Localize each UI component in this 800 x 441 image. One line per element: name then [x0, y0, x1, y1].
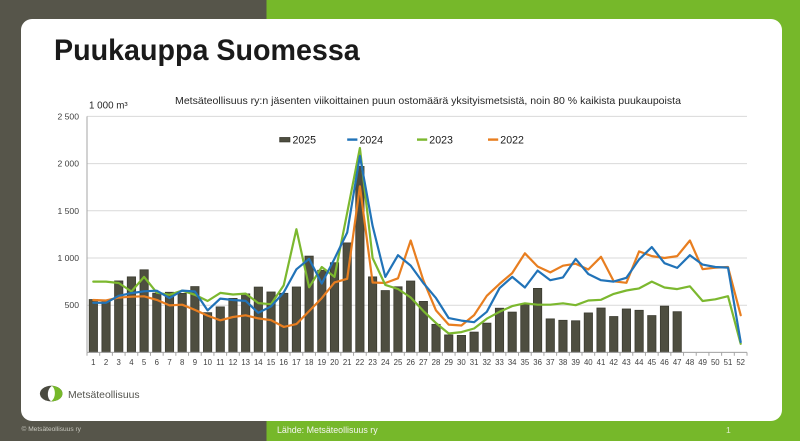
svg-text:33: 33: [495, 358, 504, 367]
svg-text:28: 28: [432, 358, 441, 367]
svg-text:45: 45: [647, 358, 656, 367]
svg-text:10: 10: [203, 358, 212, 367]
svg-text:29: 29: [444, 358, 453, 367]
svg-text:16: 16: [279, 358, 288, 367]
svg-text:2 500: 2 500: [57, 111, 79, 121]
svg-text:3: 3: [117, 358, 121, 367]
svg-text:49: 49: [698, 358, 707, 367]
svg-text:500: 500: [65, 300, 80, 310]
svg-text:21: 21: [343, 358, 352, 367]
svg-text:7: 7: [167, 358, 171, 367]
svg-text:2025: 2025: [293, 134, 317, 146]
svg-text:39: 39: [571, 358, 580, 367]
svg-text:40: 40: [584, 358, 593, 367]
svg-text:52: 52: [736, 358, 745, 367]
svg-text:23: 23: [368, 358, 377, 367]
svg-text:6: 6: [155, 358, 159, 367]
svg-text:2023: 2023: [429, 134, 453, 146]
svg-text:24: 24: [381, 358, 390, 367]
svg-text:2: 2: [104, 358, 108, 367]
svg-text:47: 47: [673, 358, 682, 367]
svg-text:32: 32: [482, 358, 491, 367]
svg-text:1 000 m³: 1 000 m³: [89, 101, 128, 112]
svg-text:35: 35: [521, 358, 530, 367]
svg-text:30: 30: [457, 358, 466, 367]
svg-text:51: 51: [724, 358, 733, 367]
svg-text:2 000: 2 000: [57, 159, 79, 169]
svg-text:41: 41: [597, 358, 606, 367]
svg-text:31: 31: [470, 358, 479, 367]
svg-text:1 000: 1 000: [57, 253, 79, 263]
svg-text:11: 11: [216, 358, 224, 367]
svg-text:2022: 2022: [500, 134, 524, 146]
svg-text:44: 44: [635, 358, 644, 367]
svg-text:46: 46: [660, 358, 669, 367]
svg-text:19: 19: [317, 358, 326, 367]
svg-text:5: 5: [142, 358, 147, 367]
svg-text:2024: 2024: [360, 134, 384, 146]
svg-text:25: 25: [394, 358, 403, 367]
svg-text:50: 50: [711, 358, 720, 367]
svg-text:37: 37: [546, 358, 555, 367]
svg-text:8: 8: [180, 358, 184, 367]
svg-text:36: 36: [533, 358, 542, 367]
svg-text:1 500: 1 500: [57, 206, 79, 216]
svg-text:12: 12: [229, 358, 238, 367]
svg-text:1: 1: [91, 358, 95, 367]
svg-text:38: 38: [559, 358, 568, 367]
svg-text:9: 9: [193, 358, 197, 367]
svg-text:20: 20: [330, 358, 339, 367]
svg-text:13: 13: [241, 358, 250, 367]
svg-text:17: 17: [292, 358, 301, 367]
svg-text:22: 22: [356, 358, 365, 367]
svg-text:42: 42: [609, 358, 618, 367]
svg-text:48: 48: [686, 358, 695, 367]
svg-text:Metsäteollisuus: Metsäteollisuus: [68, 390, 140, 401]
svg-text:4: 4: [129, 358, 134, 367]
svg-text:43: 43: [622, 358, 631, 367]
svg-text:15: 15: [267, 358, 276, 367]
svg-text:34: 34: [508, 358, 517, 367]
svg-text:18: 18: [305, 358, 314, 367]
svg-text:26: 26: [406, 358, 415, 367]
svg-text:14: 14: [254, 358, 263, 367]
svg-text:27: 27: [419, 358, 428, 367]
svg-text:Metsäteollisuus ry:n jäsenten: Metsäteollisuus ry:n jäsenten viikoittai…: [175, 95, 681, 107]
